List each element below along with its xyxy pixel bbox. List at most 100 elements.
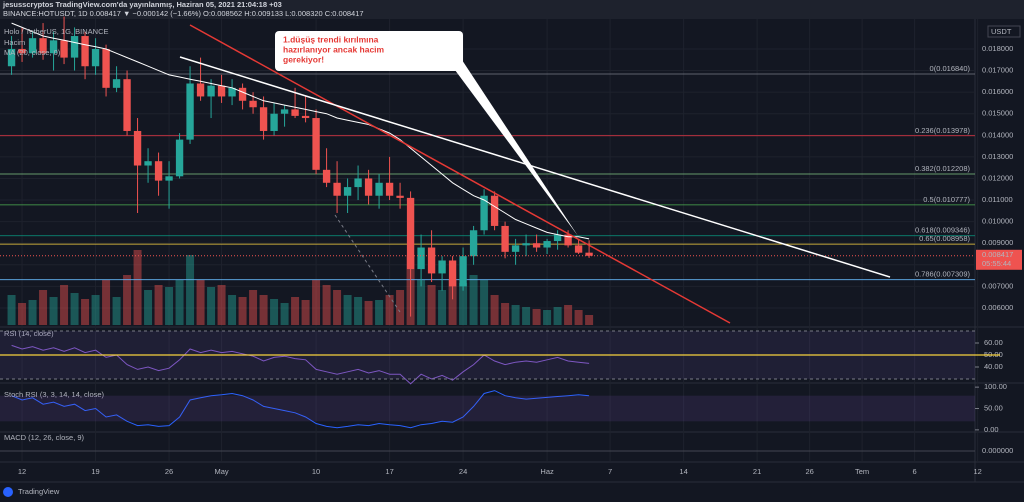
volume-bar [249,290,258,325]
trend-line [179,56,891,278]
candle-body [291,109,299,116]
annotation-text: hazırlanıyor ancak hacim [283,44,385,54]
volume-bar [375,300,384,325]
candle-body [585,252,593,256]
volume-bar [564,305,573,325]
candle-body [91,48,100,67]
volume-bar [448,280,457,325]
rsi-tick-label: 60.00 [984,338,1003,347]
candle-body [396,195,404,198]
volume-bar [228,295,237,325]
y-tick-label: 0.018000 [982,44,1013,53]
volume-bar [532,309,541,325]
volume-bar [522,307,531,325]
candle-body [501,225,509,252]
candle-body [417,247,425,270]
volume-bar [438,290,447,325]
candle-body [70,36,79,58]
volume-bar [574,310,583,325]
currency: USDT [991,27,1012,36]
x-tick-label: 14 [679,467,687,476]
candle-body [354,178,362,188]
candle-body [175,139,184,177]
macd-tick-label: 0.000000 [982,446,1013,455]
volume-bar [49,297,58,325]
volume-bar [469,275,478,325]
candle-body [154,161,163,181]
candle-body [469,230,478,257]
volume-bar [301,300,310,325]
candle-body [112,79,121,88]
ma-line [11,22,590,240]
y-tick-label: 0.013000 [982,152,1013,161]
volume-bar [112,297,121,325]
candle-body [18,48,26,54]
x-tick-label: 17 [385,467,393,476]
candle-body [459,256,467,287]
candle-body [186,83,194,140]
macd-title: MACD (12, 26, close, 9) [4,433,85,442]
x-tick-label: 26 [165,467,173,476]
volume-bar [207,287,216,325]
candle-body [406,197,415,270]
volume-bar [322,285,331,325]
volume-bar [364,301,373,325]
plot [0,16,975,429]
volume-bar [385,295,394,325]
annotation-text: gerekiyor! [283,54,324,64]
candle-body [448,260,457,287]
dashed-line [334,214,401,313]
rsi-line [11,344,590,385]
symbol-legend: Holo / TetherUS, 1G, BINANCE [4,27,108,36]
candle-body [259,107,268,131]
candle-body [343,187,352,196]
candle-body [207,85,215,97]
x-tick-label: 21 [753,467,761,476]
volume-bar [7,295,16,325]
candle-body [217,85,226,97]
annotation-box [275,31,463,71]
candle-body [7,48,16,67]
x-tick-label: 26 [805,467,813,476]
candle-body [301,115,310,119]
y-tick-label: 0.010000 [982,217,1013,226]
price-tag-value: 0.008417 [982,250,1013,259]
x-tick-label: May [214,467,228,476]
candle-body [438,260,446,274]
volume-bar [175,280,184,325]
volume-bar [154,285,163,325]
volume-bar [333,290,342,325]
y-tick-label: 0.011000 [982,195,1013,204]
candle-body [165,176,173,181]
volume-bar [312,280,321,325]
candle-body [39,38,47,54]
volume-bar [396,290,405,325]
volume-bar [102,280,111,325]
volume-legend: Hacim [4,38,25,47]
x-tick-label: Tem [855,467,869,476]
volume-bar [196,280,205,325]
countdown: 05:55:44 [982,259,1011,268]
volume-bar [585,315,594,325]
stoch-band [0,395,975,422]
volume-bar [186,255,195,325]
y-tick-label: 0.017000 [982,66,1013,75]
volume-bar [354,297,363,325]
volume [7,250,594,325]
candle-body [123,79,131,131]
candle-body [144,161,152,166]
rsi-title: RSI (14, close) [4,329,54,338]
candle-body [490,195,499,226]
fib-label: 0.786(0.007309) [915,270,971,279]
candle-body [385,182,394,196]
volume-bar [133,250,142,325]
y-tick-label: 0.016000 [982,87,1013,96]
candle-body [522,243,530,246]
currency-box [987,25,1021,38]
fib-label: 0.236(0.013978) [915,126,971,135]
y-tick-label: 0.009000 [982,238,1013,247]
volume-bar [217,285,226,325]
candle-body [81,36,89,67]
volume-bar [553,307,562,325]
candle-body [238,87,247,101]
